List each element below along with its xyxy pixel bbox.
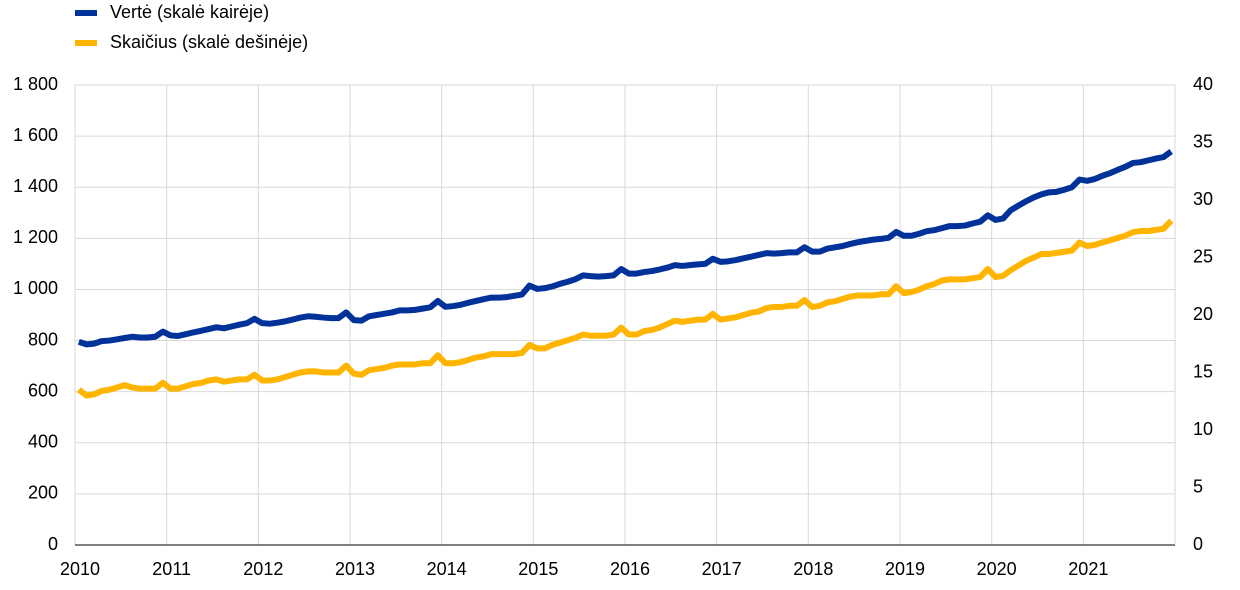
x-tick-label: 2011	[152, 559, 191, 579]
y-tick-label: 1 000	[13, 278, 58, 298]
y2-tick-label: 5	[1193, 476, 1203, 496]
legend-label: Skaičius (skalė dešinėje)	[110, 32, 308, 52]
x-tick-label: 2017	[702, 559, 742, 579]
series-line	[77, 149, 1173, 348]
y2-tick-label: 20	[1193, 304, 1213, 324]
y2-tick-label: 15	[1193, 361, 1213, 381]
y-tick-label: 600	[28, 380, 58, 400]
y-tick-label: 1 200	[13, 227, 58, 247]
x-tick-label: 2014	[427, 559, 467, 579]
x-tick-label: 2016	[610, 559, 650, 579]
x-tick-label: 2018	[793, 559, 833, 579]
y-tick-label: 400	[28, 432, 58, 452]
y-tick-label: 0	[48, 534, 58, 554]
y2-tick-label: 40	[1193, 74, 1213, 94]
y2-tick-label: 30	[1193, 189, 1213, 209]
x-tick-label: 2012	[243, 559, 283, 579]
series-line	[77, 218, 1174, 399]
x-tick-label: 2015	[518, 559, 558, 579]
x-tick-label: 2013	[335, 559, 375, 579]
y2-tick-label: 25	[1193, 246, 1213, 266]
y-tick-label: 1 800	[13, 74, 58, 94]
x-tick-label: 2020	[977, 559, 1017, 579]
y-tick-label: 1 400	[13, 176, 58, 196]
y-tick-label: 1 600	[13, 125, 58, 145]
y-tick-label: 800	[28, 329, 58, 349]
x-tick-label: 2010	[60, 559, 100, 579]
x-tick-label: 2019	[885, 559, 925, 579]
legend-label: Vertė (skalė kairėje)	[110, 2, 269, 22]
y-tick-label: 200	[28, 483, 58, 503]
y2-tick-label: 35	[1193, 131, 1213, 151]
y2-tick-label: 0	[1193, 534, 1203, 554]
x-tick-label: 2021	[1068, 559, 1108, 579]
y2-tick-label: 10	[1193, 419, 1213, 439]
